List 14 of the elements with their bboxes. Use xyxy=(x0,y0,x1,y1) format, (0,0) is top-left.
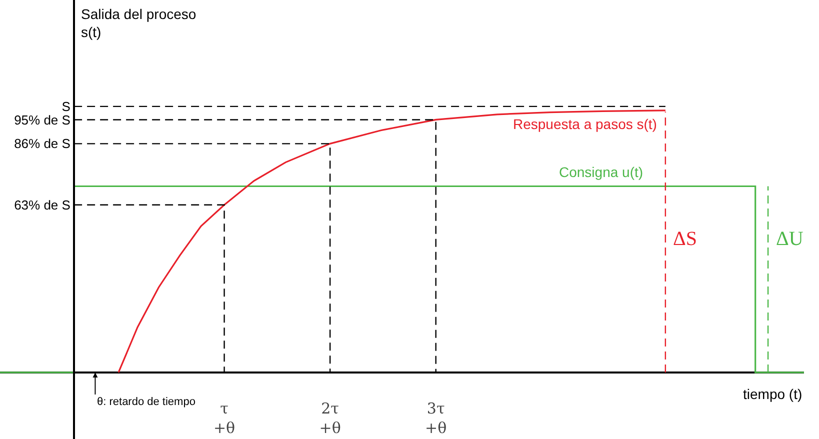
x-axis-title: tiempo (t) xyxy=(743,386,802,402)
y-tick-label: S xyxy=(62,98,71,114)
annotation: ΔS xyxy=(673,228,697,250)
x-tick-label: τ +θ xyxy=(213,400,236,437)
x-tick-label: 2τ +θ xyxy=(319,400,341,437)
series-label: Respuesta a pasos s(t) xyxy=(513,116,657,132)
x-tick-label: 3τ +θ xyxy=(425,400,447,437)
annotation: θ: retardo de tiempo xyxy=(97,396,196,408)
y-axis-title: Salida del proceso s(t) xyxy=(81,6,196,40)
series-label: Consigna u(t) xyxy=(559,164,644,180)
y-tick-label: 95% de S xyxy=(14,112,71,128)
y-tick-label: 86% de S xyxy=(14,136,71,152)
y-tick-label: 63% de S xyxy=(14,197,71,212)
annotation: ΔU xyxy=(776,228,804,250)
